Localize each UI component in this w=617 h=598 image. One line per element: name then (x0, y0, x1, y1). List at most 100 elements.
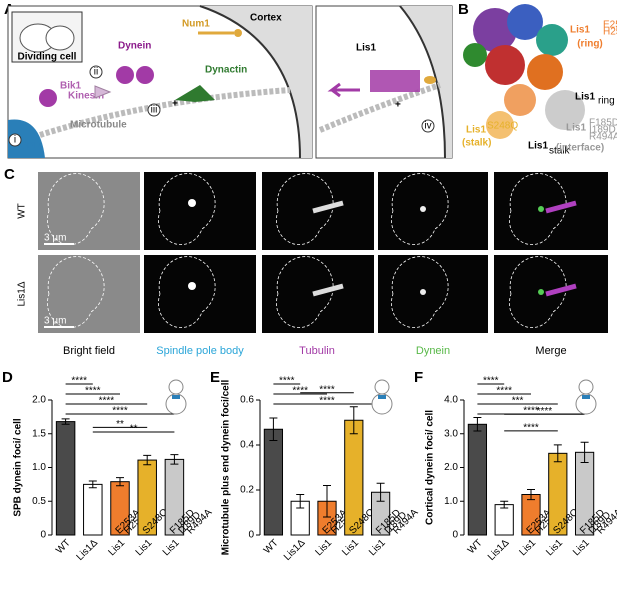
significance-label: **** (483, 376, 499, 387)
arrow (94, 85, 112, 99)
significance-label: **** (279, 376, 295, 387)
b-text: stalk (549, 146, 571, 157)
scale-bar-label: 3 µm (44, 233, 66, 244)
error-bar (349, 406, 358, 435)
category: Lis1 (544, 537, 565, 558)
a-text: Kinesin (68, 91, 104, 102)
micrograph (144, 172, 256, 250)
error-bar (580, 441, 589, 463)
y-tick-label: 0.5 (32, 496, 46, 507)
b-text: (stalk) (462, 138, 491, 149)
b-text: Lis1 (528, 141, 548, 152)
error-bar (527, 488, 535, 501)
category: Lis1 (133, 537, 154, 558)
x-tick-label: Lis1Δ (74, 537, 100, 563)
spindle (545, 200, 577, 214)
category: WT (262, 537, 281, 556)
a-text: Lis1 (356, 43, 376, 54)
significance-label: **** (523, 423, 539, 434)
cell-icon (165, 393, 187, 415)
microtubule-shape (318, 82, 441, 133)
y-tick-label: 1.5 (32, 428, 46, 439)
panel-label: F (414, 369, 423, 386)
x-tick-label: Lis1 (571, 537, 592, 558)
micrograph (378, 255, 488, 333)
column-label: Bright field (63, 345, 115, 357)
category: Lis1 (106, 537, 127, 558)
cell-icon (582, 395, 590, 399)
significance-label: **** (85, 386, 101, 397)
dynein-shape (39, 89, 57, 107)
significance-label: **** (319, 384, 335, 395)
error-bar (61, 418, 70, 425)
b-text: R494A (589, 132, 617, 143)
dynein-shape (116, 66, 134, 84)
step-circle (8, 133, 22, 147)
cell-icon (374, 379, 390, 395)
column-label: Tubulin (299, 345, 335, 357)
cell-icon (575, 393, 597, 415)
micrograph (38, 255, 140, 333)
spot (420, 289, 426, 295)
y-axis-label: Cortical dynein foci/ cell (425, 410, 436, 525)
b-text: F185D (589, 118, 617, 129)
spindle (312, 200, 344, 214)
dynactin-shape (175, 85, 215, 102)
a-text: Dividing cell (18, 52, 77, 63)
y-tick-label: 1.0 (444, 496, 458, 507)
b-text: (interface) (556, 143, 604, 154)
inset-cell (45, 25, 75, 51)
micrographs (38, 172, 608, 333)
cell-outline (509, 256, 567, 328)
significance-label: **** (292, 386, 308, 397)
cell-outline (509, 173, 567, 245)
cell-outline (276, 256, 334, 328)
significance-label: ** (130, 424, 138, 435)
a-text: + (395, 100, 401, 111)
x-tick-label: WT (54, 537, 73, 556)
category: WT (54, 537, 73, 556)
a-text: Dynactin (205, 65, 247, 76)
significance-label: **** (112, 406, 128, 417)
cell-outline (47, 256, 105, 328)
y-tick-label: 4.0 (444, 395, 458, 406)
error-bar (473, 417, 482, 432)
cell-outline (391, 173, 449, 245)
num1-shape (424, 76, 436, 84)
bar (83, 483, 103, 536)
row-label: WT (17, 203, 28, 219)
step-circle (89, 65, 103, 79)
b-text: S248Q (487, 121, 518, 132)
error-bar (296, 494, 305, 509)
significance-label: **** (496, 386, 512, 397)
error-bar (376, 482, 385, 502)
error-bar (170, 454, 179, 465)
step-circle (147, 103, 161, 117)
panel-label: C (4, 166, 15, 183)
y-tick-label: 1.0 (32, 462, 46, 473)
cell-outline (276, 173, 334, 245)
significance-label: **** (71, 376, 87, 387)
category: Lis1Δ (486, 537, 512, 563)
error-bar (269, 417, 278, 441)
y-tick-label: 2.0 (32, 395, 46, 406)
category: WT (466, 537, 485, 556)
b-text: Lis1 (466, 125, 486, 136)
spot (188, 282, 196, 290)
micrograph (378, 172, 488, 250)
significance-label: ** (116, 419, 124, 430)
x-tick-label: WT (466, 537, 485, 556)
cell-icon (578, 379, 594, 395)
y-tick-label: 0 (248, 530, 254, 541)
a-text: Microtubule (70, 120, 127, 131)
a-text: Num1 (182, 19, 210, 30)
category: Lis1Δ (282, 537, 308, 563)
a-text: Dynein (118, 41, 151, 52)
a-text: SPB (20, 141, 41, 152)
error-bar (143, 454, 152, 466)
y-tick-label: 0 (40, 530, 46, 541)
b-text: (ring) (577, 39, 603, 50)
cell-icon (172, 395, 180, 399)
x-tick-label: Lis1 (544, 537, 565, 558)
cell-icon (378, 395, 386, 399)
